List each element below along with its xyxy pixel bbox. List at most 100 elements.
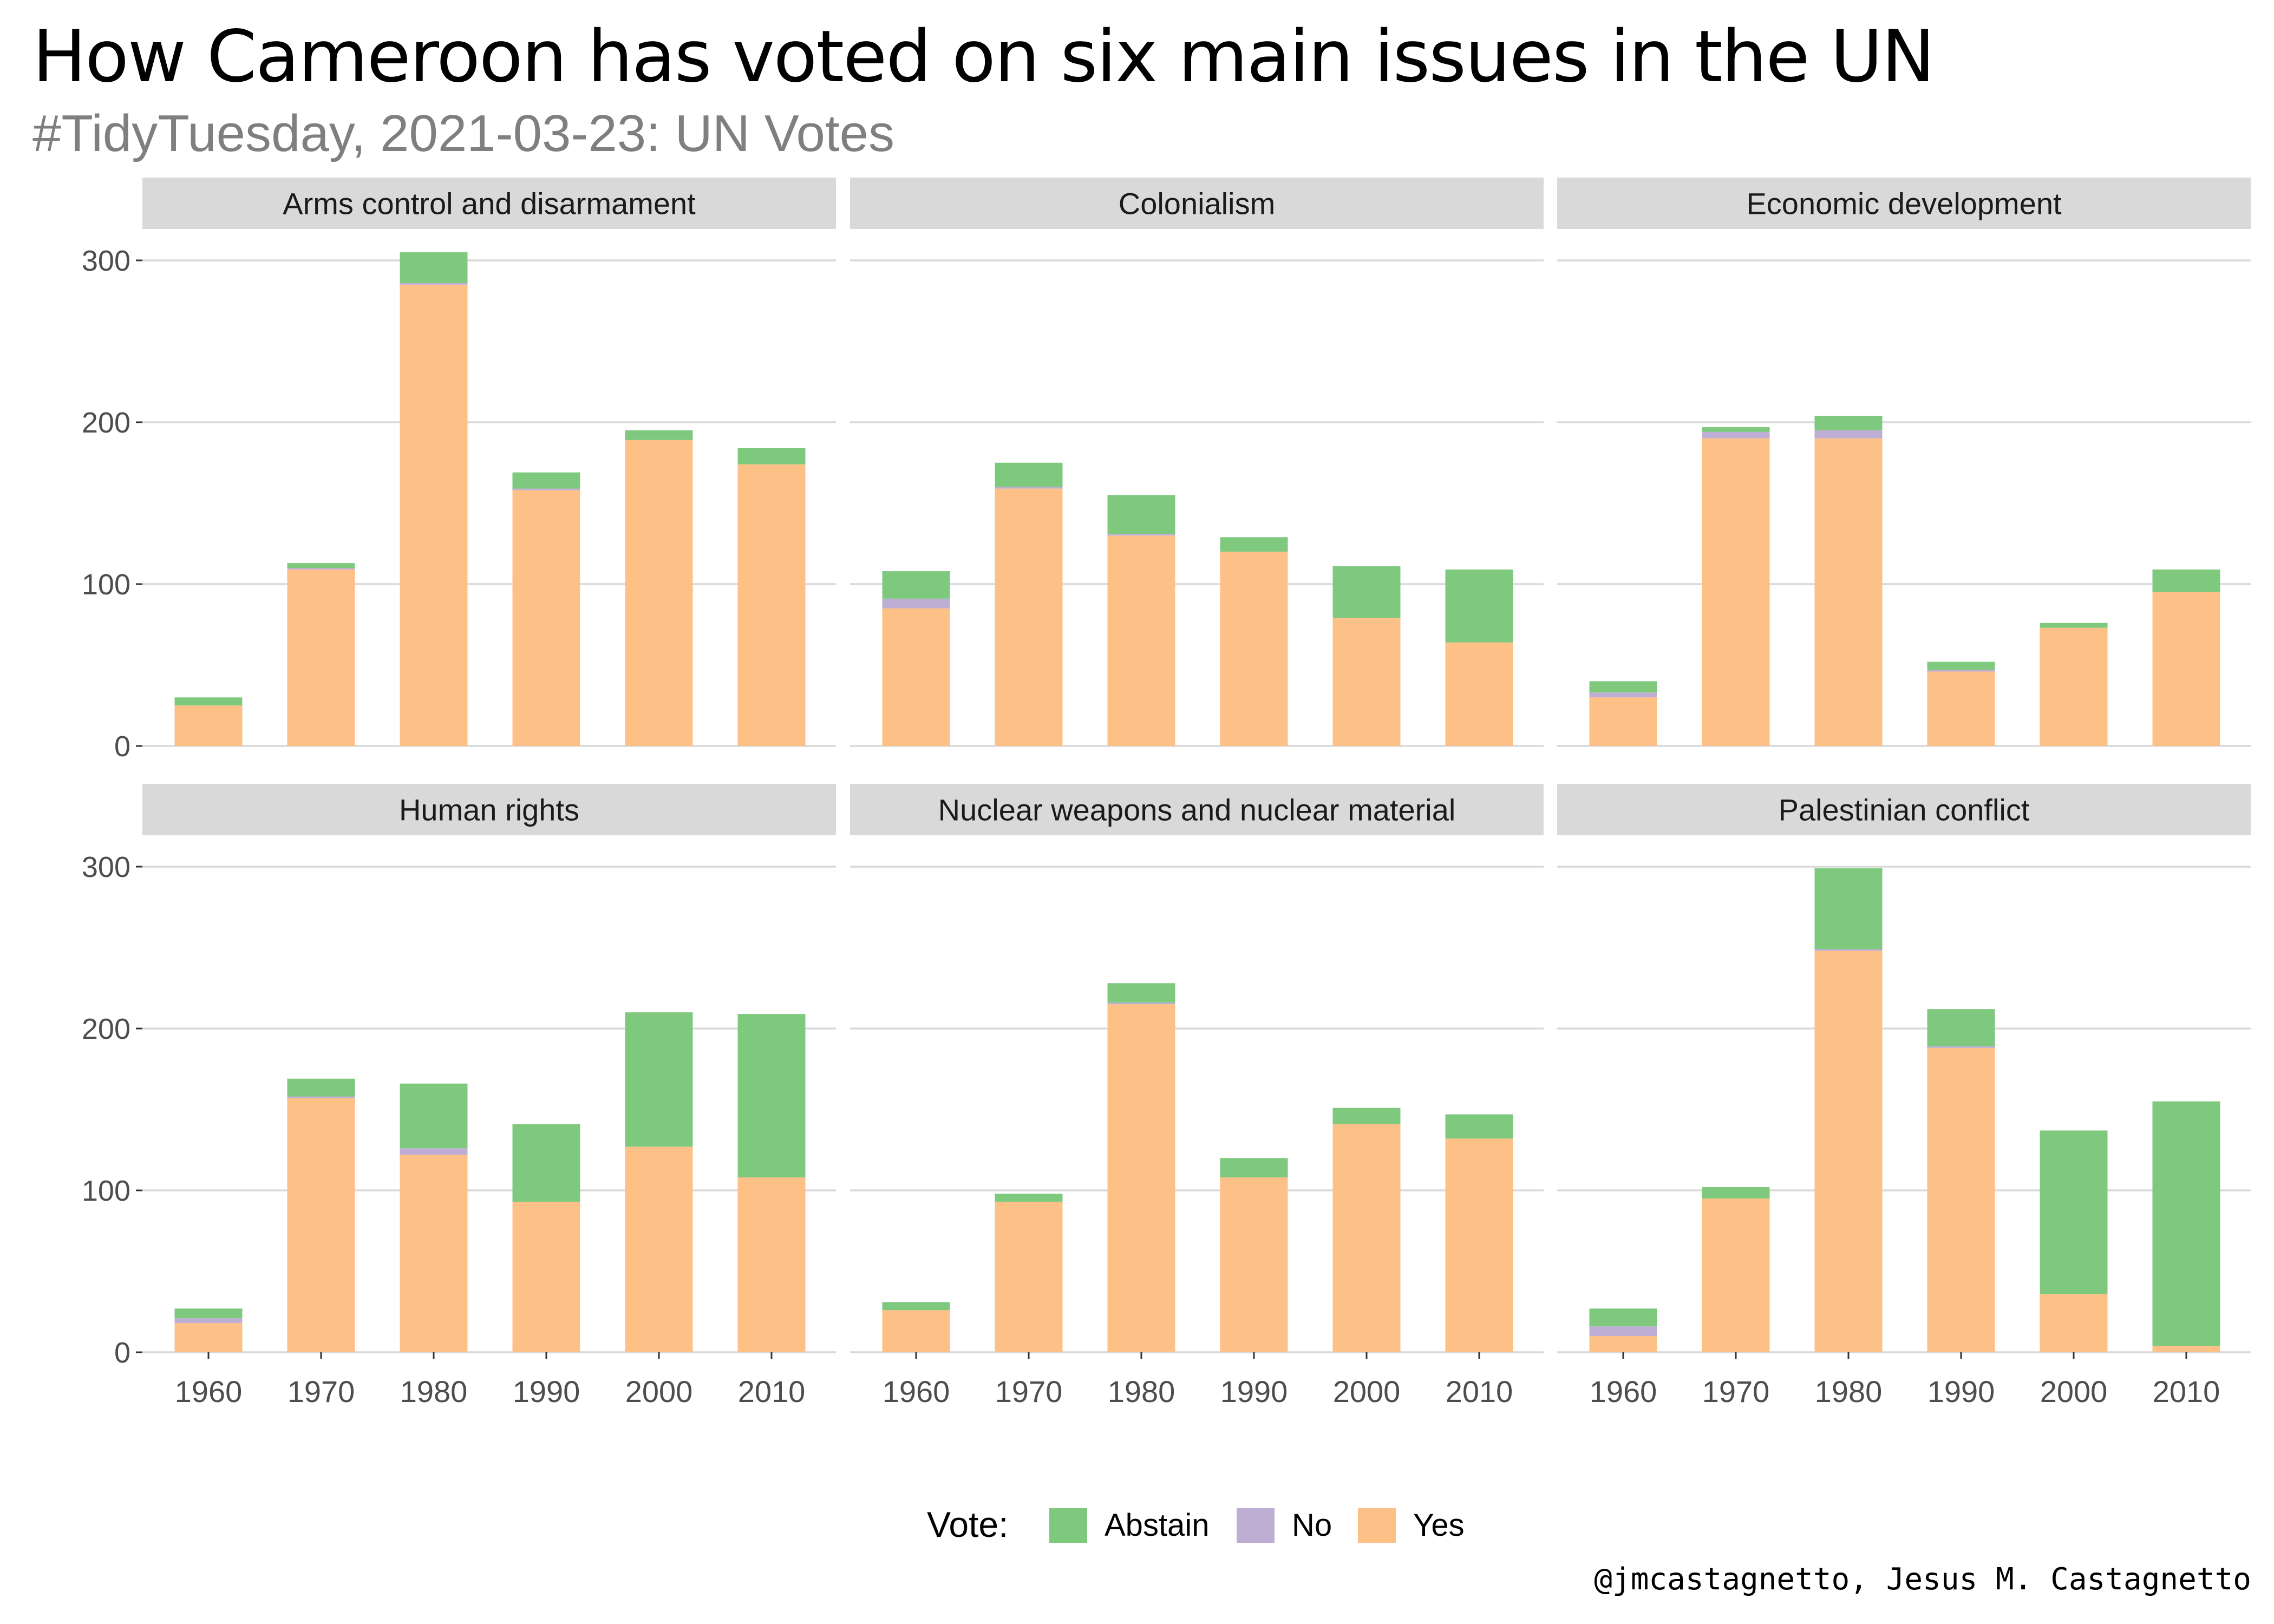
legend-label-no: No xyxy=(1292,1508,1332,1543)
x-tick-label-human-rights-2010: 2010 xyxy=(738,1374,806,1409)
bar-colonialism-2000-yes xyxy=(1332,618,1401,746)
bar-economic-development-2010-yes xyxy=(2152,592,2220,746)
bar-colonialism-1960-abstain xyxy=(882,571,950,599)
bar-palestinian-conflict-1980-yes xyxy=(1814,951,1883,1352)
bar-arms-control-and-disarmament-1990-abstain xyxy=(512,472,580,489)
facet-strip-colonialism xyxy=(850,178,1544,229)
bar-colonialism-1990-yes xyxy=(1220,552,1288,746)
bar-economic-development-1980-yes xyxy=(1814,438,1883,746)
bar-human-rights-1970-no xyxy=(287,1096,355,1098)
bar-colonialism-1970-abstain xyxy=(995,462,1063,487)
x-tick-label-human-rights-2000: 2000 xyxy=(625,1374,693,1409)
x-tick-label-palestinian-conflict-1970: 1970 xyxy=(1702,1374,1770,1409)
bar-nuclear-weapons-and-nuclear-material-1980-abstain xyxy=(1107,983,1175,1003)
bar-economic-development-1960-abstain xyxy=(1589,681,1657,693)
bar-palestinian-conflict-1970-yes xyxy=(1702,1198,1770,1352)
x-tick-label-nuclear-weapons-and-nuclear-material-1960: 1960 xyxy=(883,1374,950,1409)
x-tick-label-human-rights-1960: 1960 xyxy=(175,1374,243,1409)
x-tick-label-nuclear-weapons-and-nuclear-material-2000: 2000 xyxy=(1333,1374,1401,1409)
bar-nuclear-weapons-and-nuclear-material-2010-yes xyxy=(1445,1138,1513,1352)
bar-colonialism-1970-no xyxy=(995,487,1063,489)
bar-arms-control-and-disarmament-1980-abstain xyxy=(400,252,468,283)
bar-palestinian-conflict-1990-yes xyxy=(1927,1047,1995,1352)
bar-economic-development-2000-abstain xyxy=(2040,623,2108,628)
facet-label-arms-control-and-disarmament: Arms control and disarmament xyxy=(283,187,696,221)
bar-human-rights-1960-yes xyxy=(174,1323,243,1352)
bar-economic-development-1970-no xyxy=(1702,431,1770,438)
bar-human-rights-1970-yes xyxy=(287,1098,355,1352)
bar-economic-development-1970-yes xyxy=(1702,438,1770,746)
x-tick-label-nuclear-weapons-and-nuclear-material-1990: 1990 xyxy=(1220,1374,1288,1409)
bar-palestinian-conflict-1960-yes xyxy=(1589,1336,1657,1352)
bar-palestinian-conflict-1970-abstain xyxy=(1702,1187,1770,1199)
legend-item-abstain: Abstain xyxy=(1049,1507,1209,1543)
bar-nuclear-weapons-and-nuclear-material-2000-abstain xyxy=(1332,1108,1401,1124)
bar-nuclear-weapons-and-nuclear-material-1990-yes xyxy=(1220,1177,1288,1352)
bar-arms-control-and-disarmament-1960-yes xyxy=(174,705,243,746)
x-tick-label-palestinian-conflict-1990: 1990 xyxy=(1927,1374,1995,1409)
y-tick-label-human-rights-100: 100 xyxy=(82,1175,130,1207)
bar-palestinian-conflict-1990-abstain xyxy=(1927,1009,1995,1046)
facet-label-colonialism: Colonialism xyxy=(1119,187,1275,221)
y-tick-label-arms-control-and-disarmament-0: 0 xyxy=(114,730,130,763)
bar-colonialism-1980-no xyxy=(1107,534,1175,536)
x-tick-label-human-rights-1980: 1980 xyxy=(400,1374,468,1409)
bar-colonialism-1970-yes xyxy=(995,488,1063,746)
legend-key-yes xyxy=(1358,1508,1396,1543)
bar-human-rights-1980-yes xyxy=(400,1155,468,1352)
bar-palestinian-conflict-2000-abstain xyxy=(2040,1130,2108,1294)
legend-title: Vote: xyxy=(927,1504,1009,1544)
facet-strip-nuclear-weapons-and-nuclear-material xyxy=(850,784,1544,835)
bar-nuclear-weapons-and-nuclear-material-1990-abstain xyxy=(1220,1158,1288,1178)
x-tick-label-nuclear-weapons-and-nuclear-material-2010: 2010 xyxy=(1446,1374,1513,1409)
bar-economic-development-1960-yes xyxy=(1589,697,1657,746)
legend-item-yes: Yes xyxy=(1358,1507,1465,1543)
bar-human-rights-1960-abstain xyxy=(174,1308,243,1319)
bar-palestinian-conflict-1990-no xyxy=(1927,1046,1995,1048)
bar-palestinian-conflict-1960-abstain xyxy=(1589,1308,1657,1327)
bar-arms-control-and-disarmament-1960-abstain xyxy=(174,697,243,706)
bar-economic-development-1970-abstain xyxy=(1702,427,1770,432)
legend-item-no: No xyxy=(1237,1507,1332,1543)
x-tick-label-nuclear-weapons-and-nuclear-material-1970: 1970 xyxy=(995,1374,1063,1409)
bar-nuclear-weapons-and-nuclear-material-2010-abstain xyxy=(1445,1114,1513,1139)
bar-human-rights-1960-no xyxy=(174,1318,243,1324)
bar-economic-development-2010-abstain xyxy=(2152,569,2220,592)
facet-label-human-rights: Human rights xyxy=(399,793,579,827)
bar-colonialism-1980-yes xyxy=(1107,535,1175,746)
bar-arms-control-and-disarmament-1980-yes xyxy=(400,284,468,746)
bar-nuclear-weapons-and-nuclear-material-1970-abstain xyxy=(995,1193,1063,1202)
y-tick-label-arms-control-and-disarmament-300: 300 xyxy=(82,245,130,277)
bar-human-rights-2010-yes xyxy=(737,1177,806,1352)
x-tick-label-human-rights-1990: 1990 xyxy=(513,1374,580,1409)
x-tick-label-nuclear-weapons-and-nuclear-material-1980: 1980 xyxy=(1108,1374,1175,1409)
bar-nuclear-weapons-and-nuclear-material-1980-no xyxy=(1107,1003,1175,1005)
bar-human-rights-1980-abstain xyxy=(400,1083,468,1149)
bar-colonialism-1990-abstain xyxy=(1220,537,1288,552)
bar-arms-control-and-disarmament-2000-yes xyxy=(625,440,693,746)
x-tick-label-palestinian-conflict-1960: 1960 xyxy=(1590,1374,1657,1409)
bar-palestinian-conflict-1980-no xyxy=(1814,949,1883,951)
y-tick-label-human-rights-0: 0 xyxy=(114,1337,130,1369)
bar-colonialism-2010-yes xyxy=(1445,642,1513,746)
chart-caption: @jmcastagnetto, Jesus M. Castagnetto xyxy=(1594,1562,2251,1597)
bar-nuclear-weapons-and-nuclear-material-1980-yes xyxy=(1107,1004,1175,1352)
bar-colonialism-1980-abstain xyxy=(1107,495,1175,534)
x-tick-label-human-rights-1970: 1970 xyxy=(287,1374,355,1409)
bar-arms-control-and-disarmament-2000-abstain xyxy=(625,430,693,440)
bar-economic-development-1990-no xyxy=(1927,670,1995,672)
chart-title: How Cameroon has voted on six main issue… xyxy=(32,15,1935,99)
bar-human-rights-2000-abstain xyxy=(625,1012,693,1147)
facet-strip-palestinian-conflict xyxy=(1557,784,2251,835)
y-tick-label-arms-control-and-disarmament-200: 200 xyxy=(82,407,130,439)
bar-arms-control-and-disarmament-1980-no xyxy=(400,283,468,285)
bar-human-rights-2000-yes xyxy=(625,1147,693,1352)
bar-nuclear-weapons-and-nuclear-material-1960-yes xyxy=(882,1310,950,1352)
bar-economic-development-1960-no xyxy=(1589,692,1657,698)
bar-arms-control-and-disarmament-2010-abstain xyxy=(737,448,806,464)
bar-nuclear-weapons-and-nuclear-material-1960-abstain xyxy=(882,1302,950,1311)
bar-palestinian-conflict-2010-abstain xyxy=(2152,1101,2220,1346)
facet-label-nuclear-weapons-and-nuclear-material: Nuclear weapons and nuclear material xyxy=(938,793,1456,827)
x-tick-label-palestinian-conflict-2000: 2000 xyxy=(2040,1374,2108,1409)
